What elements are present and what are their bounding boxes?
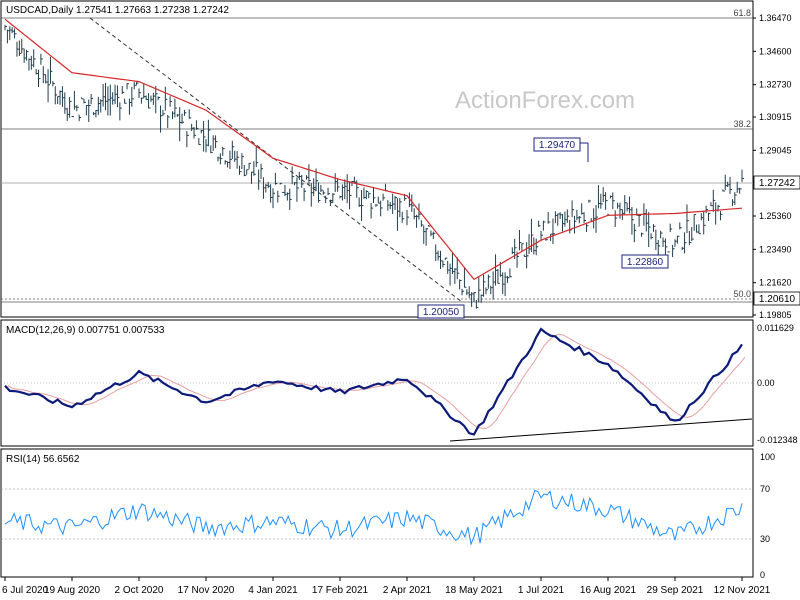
rsi-tick-0: 0: [760, 570, 765, 580]
svg-text:1.29470: 1.29470: [539, 140, 576, 151]
rsi-line: [4, 489, 743, 546]
x-tick-label: 12 Nov 2021: [714, 585, 771, 596]
price-tick-label: 1.23490: [759, 244, 792, 254]
svg-text:1.22860: 1.22860: [627, 257, 664, 268]
x-tick-label: 18 May 2021: [445, 585, 503, 596]
macd-main-line: [4, 327, 743, 436]
macd-trendline: [449, 418, 753, 442]
price-axis: 1.36470 1.34600 1.32730 1.30915 1.29045 1.253…: [753, 13, 792, 320]
x-tick-label: 2 Oct 2020: [115, 585, 164, 596]
rsi-panel-frame: [0, 448, 754, 578]
macd-signal-line: [7, 333, 746, 429]
price-panel-frame: [0, 0, 754, 318]
x-tick-label: 16 Aug 2021: [580, 585, 637, 596]
level-price-label: 1.20610: [759, 294, 796, 305]
fib-label-38-2: 38.2: [733, 119, 751, 129]
macd-tick-bottom: -0.012348: [757, 435, 798, 445]
macd-label: MACD(12,26,9) 0.007751 0.007533: [6, 325, 165, 336]
rsi-tick-100: 100: [760, 452, 775, 462]
x-tick-label: 2 Apr 2021: [383, 585, 432, 596]
rsi-tick-70: 70: [760, 484, 770, 494]
rsi-label: RSI(14) 56.6562: [6, 454, 80, 465]
macd-tick-top: 0.011629: [757, 323, 794, 333]
x-tick-label: 19 Aug 2020: [44, 585, 101, 596]
fib-label-50-0: 50.0: [733, 289, 751, 299]
x-tick-label: 17 Feb 2021: [312, 585, 369, 596]
fib-label-61-8: 61.8: [733, 8, 751, 18]
x-tick-label: 6 Jul 2020: [2, 585, 49, 596]
downtrend-line: [89, 17, 463, 303]
annotation-low: 1.20050: [417, 304, 465, 319]
price-tick-label: 1.21620: [759, 278, 792, 288]
price-tick-label: 1.25360: [759, 211, 792, 221]
price-tick-label: 1.19805: [759, 310, 792, 320]
annotation-pullback: 1.22860: [621, 254, 669, 269]
level-price-box: [753, 291, 800, 306]
current-price-box: [753, 175, 800, 190]
current-price-label: 1.27242: [759, 178, 796, 189]
symbol-header: USDCAD,Daily 1.27541 1.27663 1.27238 1.2…: [6, 5, 229, 16]
price-tick-label: 1.29045: [759, 145, 792, 155]
price-tick-label: 1.30915: [759, 112, 792, 122]
price-tick-label: 1.34600: [759, 46, 792, 56]
rsi-tick-30: 30: [760, 534, 770, 544]
macd-tick-zero: 0.00: [757, 378, 775, 388]
watermark: ActionForex.com: [455, 87, 635, 114]
x-tick-label: 29 Sep 2021: [647, 585, 704, 596]
moving-average-line: [4, 18, 743, 281]
price-tick-label: 1.32730: [759, 80, 792, 90]
annotation-high: 1.29470: [533, 137, 589, 162]
svg-text:1.20050: 1.20050: [423, 307, 460, 318]
x-tick-label: 1 Jul 2021: [518, 585, 565, 596]
x-tick-label: 17 Nov 2020: [178, 585, 235, 596]
price-tick-label: 1.36470: [759, 13, 792, 23]
x-tick-label: 4 Jan 2021: [248, 585, 298, 596]
